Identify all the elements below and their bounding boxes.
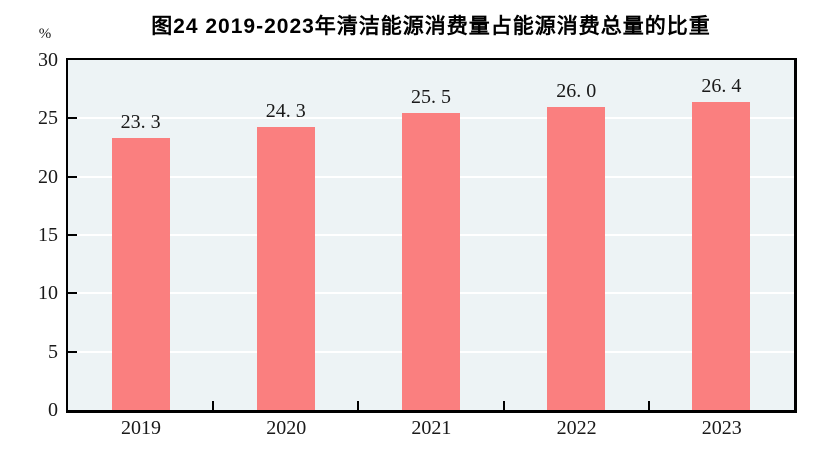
- x-axis-tick-2: [357, 401, 360, 410]
- y-axis-label-5: 5: [48, 340, 58, 363]
- bar-2023: [692, 102, 751, 410]
- x-axis-label-2021: 2021: [411, 417, 452, 439]
- x-axis-tick-3: [502, 401, 505, 410]
- y-axis-label-30: 30: [38, 49, 58, 71]
- y-axis-label-15: 15: [38, 224, 58, 246]
- y-axis-tick-20: [68, 175, 77, 178]
- y-axis-tick-25: [68, 117, 77, 120]
- bar-2019: [111, 138, 170, 410]
- bar-value-label-2020: 24. 3: [265, 99, 306, 122]
- x-axis-label-2023: 2023: [701, 417, 742, 439]
- bar-value-label-2021: 25. 5: [411, 85, 451, 108]
- bar-2020: [256, 126, 315, 410]
- y-axis-tick-5: [68, 350, 77, 353]
- chart-title: 图24 2019-2023年清洁能源消费量占能源消费总量的比重: [151, 15, 711, 38]
- plot-area: [66, 58, 797, 413]
- x-axis-tick-1: [212, 401, 215, 410]
- y-axis-tick-10: [68, 292, 77, 295]
- y-axis-label-0: 0: [48, 399, 58, 421]
- x-axis-label-2019: 2019: [121, 417, 161, 439]
- y-axis-label-25: 25: [38, 107, 58, 130]
- y-axis-unit-label: %: [38, 26, 52, 42]
- y-axis-label-20: 20: [38, 165, 58, 188]
- bar-2021: [402, 112, 460, 410]
- bar-value-label-2023: 26. 4: [701, 75, 742, 97]
- bar-2022: [547, 106, 606, 410]
- y-axis-tick-15: [68, 234, 77, 236]
- x-axis-label-2020: 2020: [266, 417, 307, 439]
- bar-value-label-2022: 26. 0: [556, 79, 597, 102]
- x-axis-tick-4: [647, 401, 650, 410]
- bar-value-label-2019: 23. 3: [120, 111, 161, 134]
- y-axis-label-10: 10: [38, 282, 58, 305]
- x-axis-label-2022: 2022: [556, 417, 597, 439]
